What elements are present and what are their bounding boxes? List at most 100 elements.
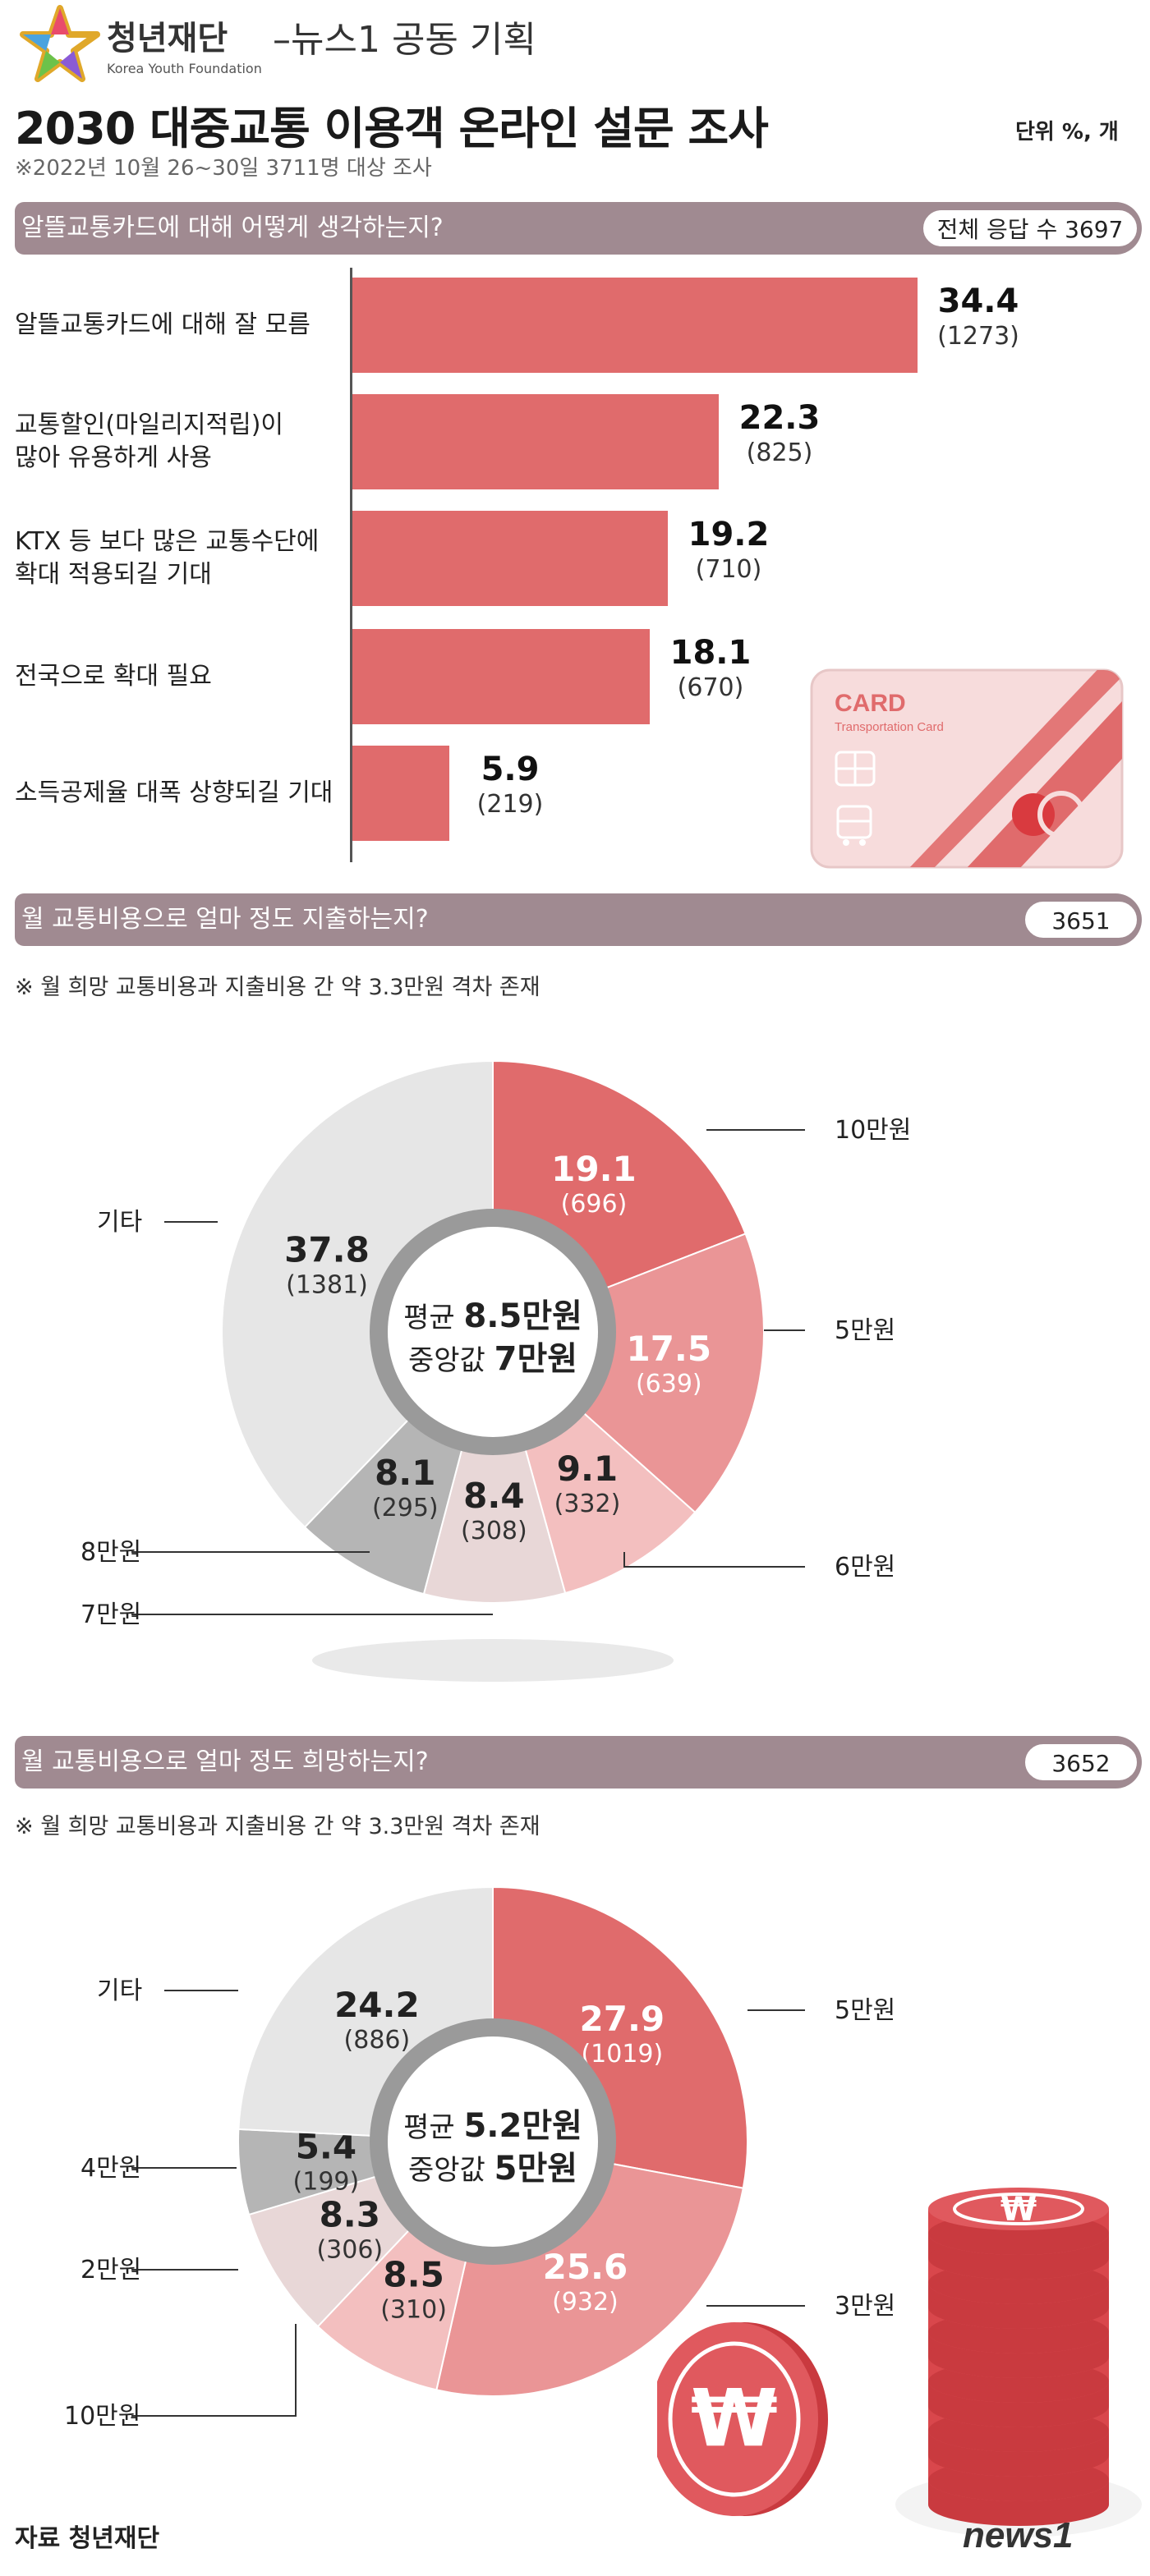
section3-header: 월 교통비용으로 얼마 정도 희망하는지? 3652 (15, 1736, 1142, 1789)
donut-category-label: 5만원 (835, 1316, 895, 1345)
center-median-value: 7만원 (494, 1340, 577, 1378)
bar-count-label: (710) (695, 555, 762, 584)
section1-question: 알뜰교통카드에 대해 어떻게 생각하는지? (21, 214, 444, 242)
section2-respondents: 3651 (1024, 900, 1138, 939)
bar-category-line: 교통할인(마일리지적립)이 (15, 411, 284, 439)
donut-value-label: 8.3 (320, 2194, 380, 2234)
bar-axis (350, 268, 352, 862)
svg-text:₩: ₩ (691, 2372, 778, 2464)
bar-category-line: KTX 등 보다 많은 교통수단에 (15, 527, 320, 556)
bar-category-line: 확대 적용되길 기대 (15, 560, 212, 589)
donut-count-label: (696) (561, 1190, 628, 1219)
donut-count-label: (310) (380, 2295, 447, 2324)
section2-note: ※ 월 희망 교통비용과 지출비용 간 약 3.3만원 격차 존재 (15, 975, 540, 1000)
donut-value-label: 9.1 (557, 1449, 618, 1489)
donut-shadow (312, 1639, 674, 1682)
bar-count-label: (1273) (937, 322, 1019, 351)
center-average-prefix: 평균 (403, 2111, 463, 2144)
donut-count-label: (306) (316, 2235, 383, 2264)
center-average-value: 5.2만원 (463, 2107, 582, 2145)
bar-count-label: (670) (677, 673, 744, 702)
section3-question: 월 교통비용으로 얼마 정도 희망하는지? (21, 1747, 429, 1776)
section2-header: 월 교통비용으로 얼마 정도 지출하는지? 3651 (15, 893, 1142, 946)
card-title-text: CARD (835, 690, 906, 717)
foundation-star-logo (20, 5, 100, 82)
unit-label: 단위 %, 개 (1015, 120, 1119, 145)
center-average: 평균 8.5만원 (403, 1297, 582, 1335)
donut-value-label: 27.9 (580, 1999, 665, 2039)
news1-logo: news1 (963, 2515, 1074, 2555)
donut-slice-1 (491, 1233, 765, 1514)
donut-value-label: 24.2 (334, 1985, 420, 2025)
standing-won-coin-icon: ₩ (657, 2322, 828, 2516)
donut-count-label: (639) (636, 1370, 702, 1398)
bar-count-label: (219) (476, 790, 544, 819)
donut-value-label: 8.1 (375, 1453, 435, 1493)
donut-count-label: (295) (372, 1494, 439, 1522)
bar-value-label: 34.4 (937, 282, 1019, 320)
bar-value-label: 18.1 (669, 634, 752, 672)
donut-category-label: 5만원 (835, 1996, 895, 2025)
bar-category-label: 알뜰교통카드에 대해 잘 모름 (15, 309, 310, 342)
donut-value-label: 37.8 (284, 1230, 370, 1270)
center-median: 중앙값 7만원 (408, 1340, 577, 1378)
donut-count-label: (199) (293, 2168, 360, 2197)
bar-category-line: 전국으로 확대 필요 (15, 662, 212, 691)
donut-hole (388, 2036, 598, 2247)
bar-value-label: 5.9 (481, 751, 540, 788)
section1-header: 알뜰교통카드에 대해 어떻게 생각하는지? 전체 응답 수 3697 (15, 202, 1142, 255)
bar-category-line: 소득공제율 대폭 상향되길 기대 (15, 778, 334, 807)
bar-category-line: 알뜰교통카드에 대해 잘 모름 (15, 310, 310, 339)
donut-value-label: 25.6 (543, 2247, 628, 2287)
coin-top-ring (953, 2193, 1084, 2225)
bar-value-label: 22.3 (738, 399, 821, 437)
spend-donut-chart: 19.1(696) 17.5(639) 9.1(332) 8.4(308) 8.1(29… (80, 1059, 911, 1682)
bus-icon (836, 805, 872, 846)
donut-category-label: 3만원 (835, 2292, 895, 2321)
donut-count-label: (332) (554, 1490, 621, 1518)
center-median-value: 5만원 (494, 2150, 577, 2188)
donut-hole (388, 1227, 598, 1437)
donut-category-label: 7만원 (80, 1600, 141, 1629)
news1-logo-text: news1 (963, 2515, 1074, 2555)
bar-3 (352, 629, 650, 724)
donut-category-label: 기타 (97, 1208, 142, 1237)
center-median-prefix: 중앙값 (408, 2154, 494, 2187)
collab-label: –뉴스1 공동 기획 (273, 19, 536, 61)
page-title: 2030 대중교통 이용객 온라인 설문 조사 (15, 103, 769, 154)
bar-1 (352, 394, 719, 489)
donut-value-label: 19.1 (551, 1149, 637, 1189)
bar-category-label: 전국으로 확대 필요 (15, 660, 212, 693)
source-label: 자료 청년재단 (15, 2524, 160, 2553)
center-median-prefix: 중앙값 (408, 1344, 494, 1377)
center-average-prefix: 평균 (403, 1302, 463, 1334)
donut-category-label: 기타 (97, 1977, 142, 2005)
coin-stack: ₩ (895, 2188, 1142, 2537)
donut-category-label: 8만원 (80, 1538, 141, 1567)
bar-2 (352, 511, 668, 606)
won-coins-illustration: ₩ ₩ (657, 2188, 1142, 2537)
bar-category-label: 소득공제율 대폭 상향되길 기대 (15, 777, 333, 810)
transport-card-illustration: CARD Transportation Card (810, 668, 1124, 869)
survey-period: ※2022년 10월 26~30일 3711명 대상 조사 (15, 156, 432, 181)
callout-line (131, 2324, 297, 2417)
donut-count-label: (1019) (581, 2040, 663, 2069)
card-sub-text: Transportation Card (835, 720, 944, 734)
donut-category-label: 6만원 (835, 1553, 895, 1582)
org-name: 청년재단 (107, 20, 228, 57)
bar-value-label: 19.2 (688, 516, 770, 553)
center-median: 중앙값 5만원 (408, 2150, 577, 2188)
donut-count-label: (886) (344, 2026, 411, 2055)
donut-category-label: 10만원 (835, 1116, 911, 1145)
bar-category-line: 많아 유용하게 사용 (15, 443, 212, 472)
card-brand-icon (1012, 791, 1085, 838)
donut-category-label: 4만원 (80, 2154, 141, 2183)
won-sign-icon: ₩ (1000, 2191, 1037, 2229)
section1-respondents: 전체 응답 수 3697 (922, 209, 1138, 248)
donut-category-label: 10만원 (64, 2402, 140, 2431)
donut-count-label: (932) (552, 2288, 619, 2317)
bar-count-label: (825) (746, 439, 813, 467)
card-chip-icon (835, 751, 876, 787)
